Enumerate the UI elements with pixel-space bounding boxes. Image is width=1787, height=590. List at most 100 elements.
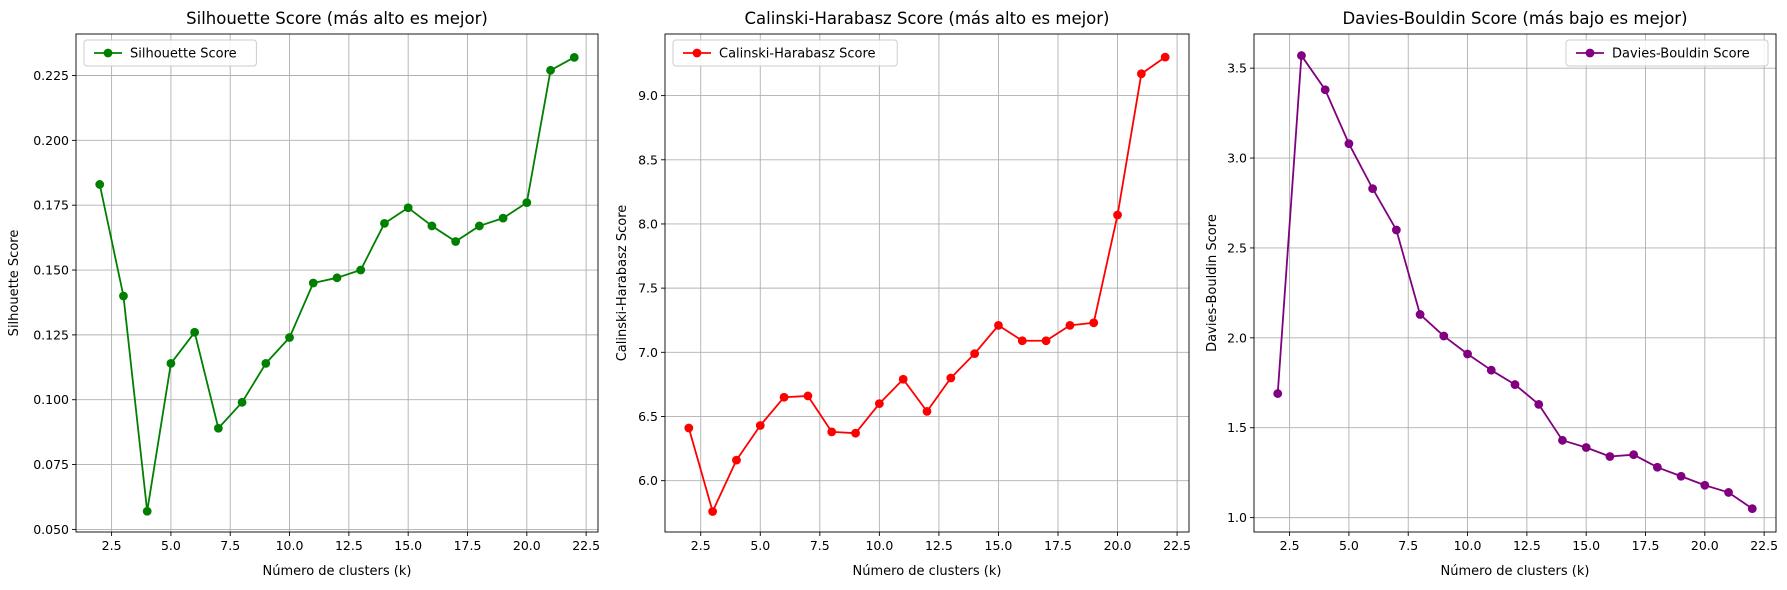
- data-point: [1558, 435, 1567, 445]
- data-point: [237, 397, 247, 407]
- data-point: [827, 427, 837, 437]
- data-point: [403, 203, 413, 213]
- data-point: [1391, 225, 1401, 235]
- data-point: [898, 374, 908, 384]
- y-tick-label: 2.5: [1227, 240, 1247, 255]
- legend: Silhouette Score: [83, 39, 257, 67]
- legend-marker: [1585, 48, 1595, 58]
- data-point: [1581, 443, 1591, 452]
- data-point: [732, 455, 741, 465]
- x-tick-label: 15.0: [1572, 538, 1600, 553]
- data-point: [1041, 336, 1051, 346]
- data-point: [356, 265, 366, 275]
- data-point: [1700, 480, 1710, 490]
- plot-frame: [1253, 33, 1777, 533]
- data-point: [451, 237, 461, 246]
- x-tick-label: 22.5: [572, 538, 600, 553]
- data-point: [803, 391, 813, 401]
- y-tick-label: 6.0: [638, 473, 658, 488]
- data-point: [922, 406, 932, 416]
- x-tick-label: 7.5: [220, 538, 240, 553]
- y-axis-label: Davies-Bouldin Score: [1205, 214, 1220, 352]
- data-point: [213, 423, 223, 433]
- y-tick-label: 0.150: [33, 263, 69, 278]
- y-tick-label: 3.0: [1227, 151, 1247, 166]
- legend-box: [83, 39, 257, 67]
- legend-marker: [103, 48, 113, 58]
- x-tick-label: 12.5: [925, 538, 953, 553]
- data-point: [1089, 318, 1099, 328]
- data-point: [142, 506, 152, 516]
- data-point: [1320, 85, 1330, 95]
- y-tick-label: 1.5: [1227, 420, 1247, 435]
- data-point: [1629, 450, 1639, 460]
- y-tick-label: 0.075: [33, 457, 69, 472]
- y-tick-label: 8.0: [638, 216, 658, 231]
- data-point: [569, 52, 579, 62]
- y-tick-label: 0.050: [33, 522, 69, 537]
- y-tick-label: 0.225: [33, 68, 69, 83]
- y-tick-label: 2.0: [1227, 330, 1247, 345]
- data-point: [546, 65, 555, 75]
- x-tick-label: 17.5: [454, 538, 482, 553]
- data-point: [474, 221, 484, 231]
- y-axis-label: Silhouette Score: [7, 230, 22, 337]
- x-tick-label: 20.0: [1691, 538, 1719, 553]
- y-tick-label: 0.100: [33, 392, 69, 407]
- x-axis-label: Número de clusters (k): [1441, 564, 1590, 579]
- data-point: [1344, 139, 1354, 149]
- data-point: [1510, 380, 1520, 389]
- data-point: [166, 359, 176, 368]
- data-point: [946, 373, 956, 383]
- y-tick-label: 3.5: [1227, 61, 1247, 76]
- x-tick-label: 5.0: [161, 538, 181, 553]
- y-tick-label: 0.200: [33, 133, 69, 148]
- chart-panel-2: 2.5 5.0 7.5 10.0 12.5 15.0 17.5 20.0 22.5 6.0 6.5 7…: [615, 9, 1191, 579]
- legend-marker: [692, 48, 702, 58]
- legend-label: Calinski-Harabasz Score: [719, 47, 876, 62]
- data-point: [755, 421, 765, 430]
- legend-label: Davies-Bouldin Score: [1612, 47, 1750, 62]
- data-point: [522, 198, 532, 207]
- data-point: [1676, 471, 1686, 481]
- x-tick-label: 2.5: [1280, 538, 1300, 553]
- legend-box: [1565, 39, 1769, 67]
- plot-frame: [75, 33, 599, 533]
- legend-label: Silhouette Score: [130, 47, 237, 62]
- data-point: [1486, 365, 1496, 375]
- data-point: [1652, 462, 1662, 472]
- data-point: [1297, 51, 1306, 60]
- data-point: [1439, 331, 1449, 341]
- data-point: [1747, 504, 1757, 514]
- data-point: [1415, 310, 1425, 319]
- data-point: [427, 221, 437, 231]
- data-point: [994, 320, 1003, 330]
- x-tick-label: 5.0: [1339, 538, 1359, 553]
- y-axis-label: Calinski-Harabasz Score: [615, 205, 630, 362]
- data-point: [1534, 399, 1544, 409]
- x-tick-label: 7.5: [810, 538, 830, 553]
- x-tick-label: 10.0: [1454, 538, 1482, 553]
- data-point: [1368, 184, 1378, 194]
- x-tick-label: 12.5: [335, 538, 363, 553]
- y-tick-label: 6.5: [638, 409, 658, 424]
- x-tick-label: 10.0: [276, 538, 304, 553]
- data-point: [1724, 488, 1733, 497]
- x-tick-label: 22.5: [1163, 538, 1191, 553]
- data-point: [190, 327, 200, 337]
- data-point: [95, 180, 105, 189]
- x-tick-label: 10.0: [865, 538, 893, 553]
- chart-title: Calinski-Harabasz Score (más alto es mej…: [745, 9, 1110, 28]
- y-tick-label: 9.0: [638, 88, 658, 103]
- data-point: [1113, 210, 1122, 220]
- data-point: [1160, 52, 1170, 62]
- y-tick-label: 0.125: [33, 327, 69, 342]
- y-tick-label: 7.0: [638, 345, 658, 360]
- plot-frame: [664, 33, 1190, 533]
- data-point: [970, 349, 980, 358]
- x-tick-label: 15.0: [985, 538, 1013, 553]
- y-tick-label: 1.0: [1227, 510, 1247, 525]
- legend: Calinski-Harabasz Score: [672, 39, 898, 67]
- data-point: [1273, 389, 1283, 398]
